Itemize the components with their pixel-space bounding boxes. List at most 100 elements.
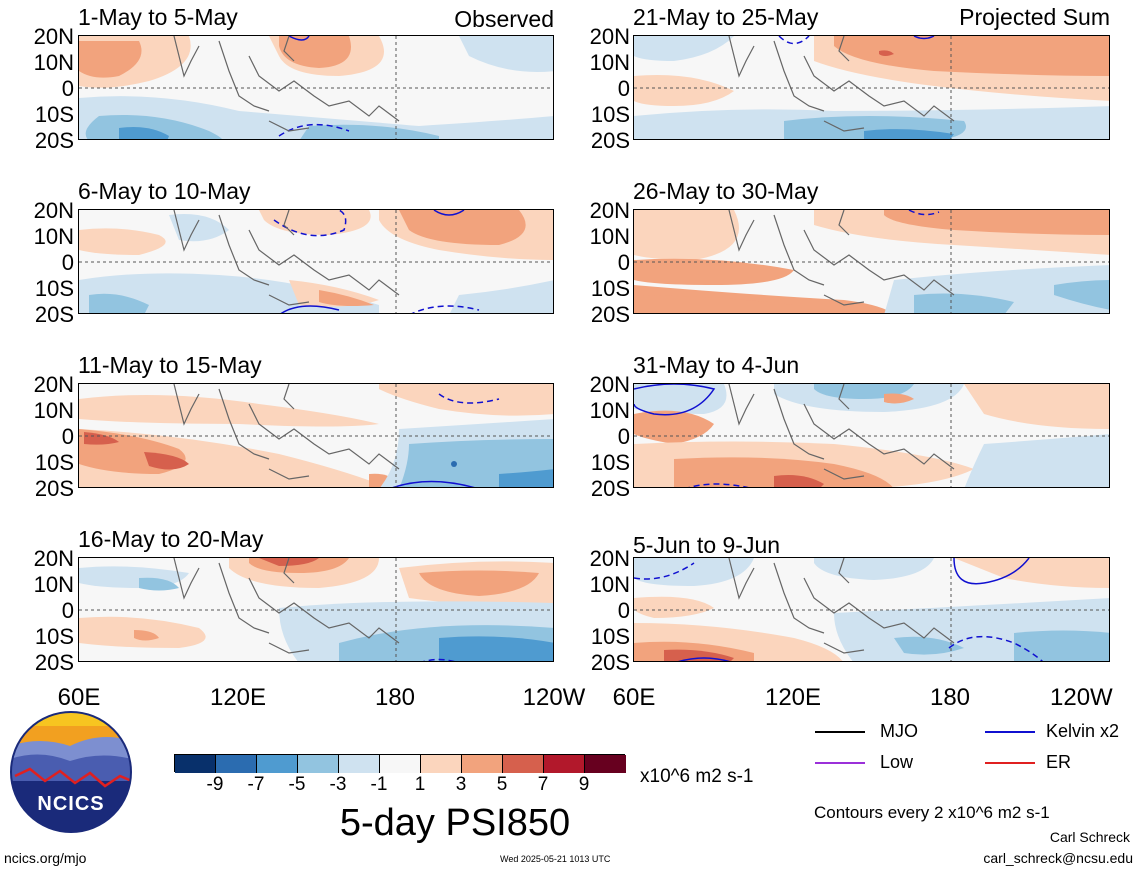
lat-label: 20S [34,650,74,675]
map-panel-3 [78,209,554,314]
lat-label: 0 [617,76,630,101]
low-legend-label: Low [880,752,914,772]
panel-2-title: 21-May to 25-May [633,4,819,30]
mjo-legend-line [815,731,865,733]
colorbar-swatch [585,755,626,773]
main-title: 5-day PSI850 [339,802,571,844]
colorbar-swatch [380,755,421,773]
colorbar-units: x10^6 m2 s-1 [640,766,754,787]
author-email[interactable]: carl_schreck@ncsu.edu [983,850,1133,866]
panel-2-tag: Projected Sum [959,4,1110,30]
lat-label: 20S [34,302,74,327]
colorbar-tick-label: 7 [537,774,549,795]
panel-3-title: 6-May to 10-May [78,178,251,204]
lat-label: 10N [33,50,74,75]
lat-label: 10N [33,224,74,249]
lat-label: 20S [590,476,630,501]
mjo-legend-label: MJO [880,721,918,741]
lon-label-120e-right: 120E [764,684,822,711]
colorbar-tick-label: 5 [496,774,508,795]
map-panel-5 [78,383,554,488]
site-link[interactable]: ncics.org/mjo [4,850,87,866]
lat-label: 20N [589,198,630,223]
lat-label: 20N [589,372,630,397]
lat-label: 0 [617,424,630,449]
colorbar-swatch [421,755,462,773]
lon-label-60e-left: 60E [57,684,101,711]
panel-7-title: 16-May to 20-May [78,526,264,552]
lat-label: 10N [589,398,630,423]
colorbar-tick-label: 3 [455,774,467,795]
colorbar-swatch [298,755,339,773]
lat-label: 10N [589,224,630,249]
lat-label: 20N [33,198,74,223]
lat-label: 20S [590,128,630,153]
colorbar-tick-label: -7 [247,774,265,795]
lat-label: 20S [590,302,630,327]
lat-label: 10S [34,624,74,649]
lat-label: 0 [617,598,630,623]
colorbar-tick-label: -3 [329,774,347,795]
kelvin-legend-label: Kelvin x2 [1046,721,1120,741]
lon-label-180-left: 180 [374,684,416,711]
contour-note: Contours every 2 x10^6 m2 s-1 [814,803,1050,822]
colorbar-tick-label: -1 [370,774,388,795]
map-panel-8 [633,557,1110,662]
er-legend-label: ER [1046,752,1072,772]
lat-label: 10N [589,50,630,75]
lon-label-120w-right: 120W [1050,684,1113,711]
lat-label: 20N [589,24,630,49]
colorbar-swatch [257,755,298,773]
colorbar-swatch [175,755,216,773]
lat-label: 0 [61,76,74,101]
colorbar [174,754,626,773]
colorbar-tick-label: -5 [288,774,306,795]
panel-8-title: 5-Jun to 9-Jun [633,532,781,558]
ncics-logo: NCICS [10,711,132,833]
lat-label: 10S [590,276,630,301]
lat-label: 10S [590,450,630,475]
colorbar-swatch [503,755,544,773]
lat-label: 10N [33,398,74,423]
map-panel-7 [78,557,554,662]
timestamp: Wed 2025-05-21 1013 UTC [500,854,611,864]
er-legend-line [985,762,1035,764]
panel-4-title: 26-May to 30-May [633,178,819,204]
map-panel-6 [633,383,1110,488]
colorbar-swatch [216,755,257,773]
colorbar-tick-label: 1 [414,774,426,795]
lon-label-180-right: 180 [929,684,971,711]
lat-label: 20N [33,24,74,49]
lat-label: 10S [34,276,74,301]
lat-label: 20S [34,128,74,153]
lat-label: 0 [61,598,74,623]
lat-label: 10S [590,624,630,649]
lat-label: 20S [590,650,630,675]
panel-6-title: 31-May to 4-Jun [633,352,800,378]
low-legend-line [815,762,865,764]
author-name: Carl Schreck [1049,829,1130,845]
lat-label: 0 [61,424,74,449]
lat-label: 10N [589,572,630,597]
kelvin-legend-line [985,731,1035,733]
panel-5-title: 11-May to 15-May [78,352,262,378]
colorbar-tick-label: -9 [206,774,224,795]
colorbar-swatch [544,755,585,773]
map-panel-4 [633,209,1110,314]
lat-label: 20N [33,546,74,571]
map-panel-2 [633,35,1110,140]
map-panel-1 [78,35,554,140]
lon-label-60e-right: 60E [612,684,656,711]
colorbar-swatch [462,755,503,773]
colorbar-swatch [339,755,380,773]
logo-text: NCICS [37,793,105,815]
lat-label: 10N [33,572,74,597]
colorbar-tick-label: 9 [578,774,590,795]
lon-label-120w-left: 120W [522,684,586,711]
panel-1-tag: Observed [454,6,554,32]
lat-label: 10S [34,450,74,475]
lat-label: 10S [34,102,74,127]
lat-label: 20N [589,546,630,571]
panel-1-title: 1-May to 5-May [78,4,238,30]
lat-label: 20S [34,476,74,501]
